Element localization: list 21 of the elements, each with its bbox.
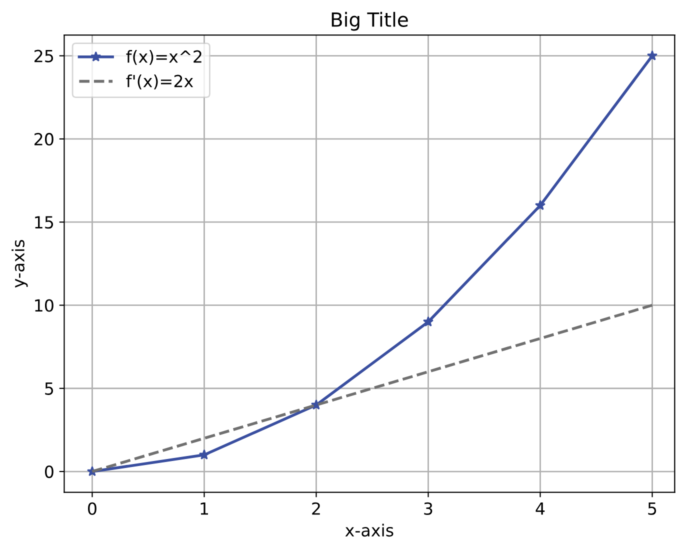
chart-title: Big Title xyxy=(332,12,408,31)
x-tick-label: 4 xyxy=(536,502,545,515)
y-tick-label: 0 xyxy=(44,465,54,478)
x-tick-label: 1 xyxy=(200,502,208,515)
y-axis-title: y-axis xyxy=(12,240,28,288)
y-tick-label: 5 xyxy=(45,382,54,395)
point xyxy=(422,316,434,326)
y-tick-label: 10 xyxy=(35,299,54,312)
point xyxy=(534,200,546,210)
x-tick-label: 3 xyxy=(424,502,432,515)
x-tick-label: 5 xyxy=(648,502,656,515)
point xyxy=(646,50,658,60)
y-tick-label: 25 xyxy=(34,50,54,62)
y-tick-label: 15 xyxy=(35,216,54,229)
point xyxy=(198,449,210,460)
x-tick-label: 0 xyxy=(88,502,96,515)
x-axis-title: x-axis xyxy=(345,524,394,537)
x-tick-label: 2 xyxy=(312,502,320,515)
y-tick-label: 20 xyxy=(34,132,54,146)
legend-label: f'(x)=2x xyxy=(126,74,194,90)
legend-label: f(x)=x^2 xyxy=(126,50,202,65)
